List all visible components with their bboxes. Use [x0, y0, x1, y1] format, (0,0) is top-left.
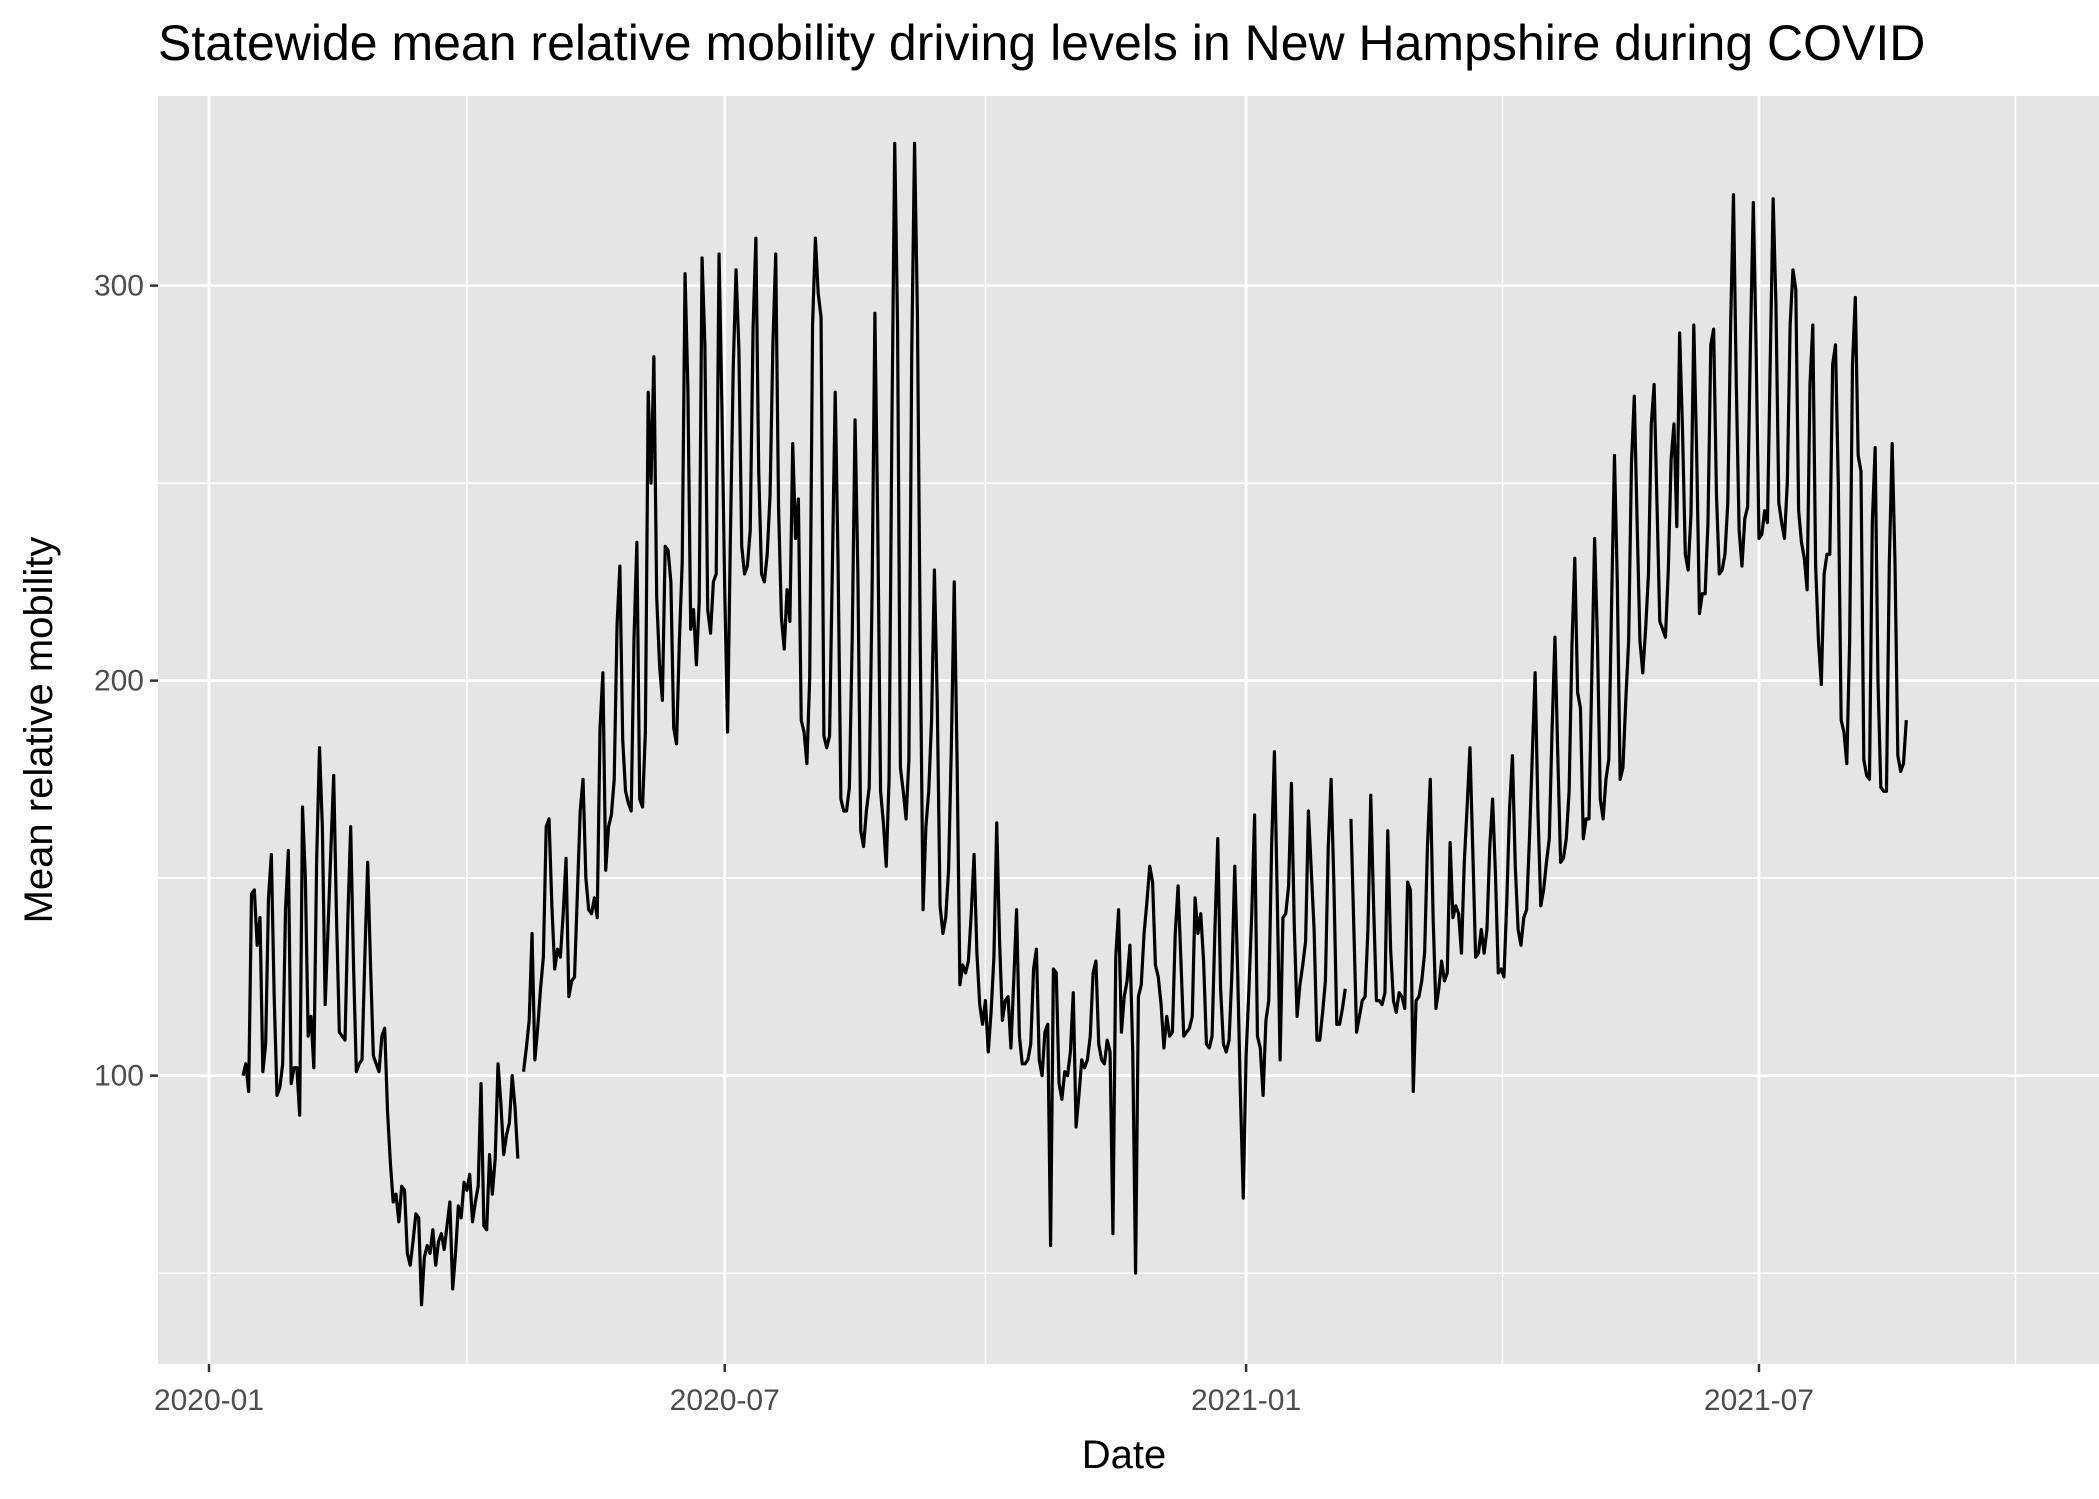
x-tick-label: 2020-01 [154, 1384, 264, 1417]
x-tick-label: 2020-07 [670, 1384, 780, 1417]
x-axis-title: Date [1082, 1433, 1167, 1477]
series-line [521, 141, 1347, 1275]
series-line [241, 746, 520, 1307]
y-tick-label: 200 [94, 665, 144, 698]
x-tick-label: 2021-01 [1191, 1384, 1301, 1417]
y-tick-label: 100 [94, 1060, 144, 1093]
series-line [1349, 193, 1908, 1094]
y-tick-label: 300 [94, 270, 144, 303]
chart-title: Statewide mean relative mobility driving… [158, 15, 1925, 71]
x-tick-label: 2021-07 [1704, 1384, 1814, 1417]
y-axis-title: Mean relative mobility [17, 537, 61, 924]
y-axis: 100 200 300 [94, 270, 158, 1093]
x-axis: 2020-01 2020-07 2021-01 2021-07 [154, 1364, 1814, 1417]
series-layer [241, 141, 1908, 1307]
minor-gridlines [158, 96, 2099, 1364]
